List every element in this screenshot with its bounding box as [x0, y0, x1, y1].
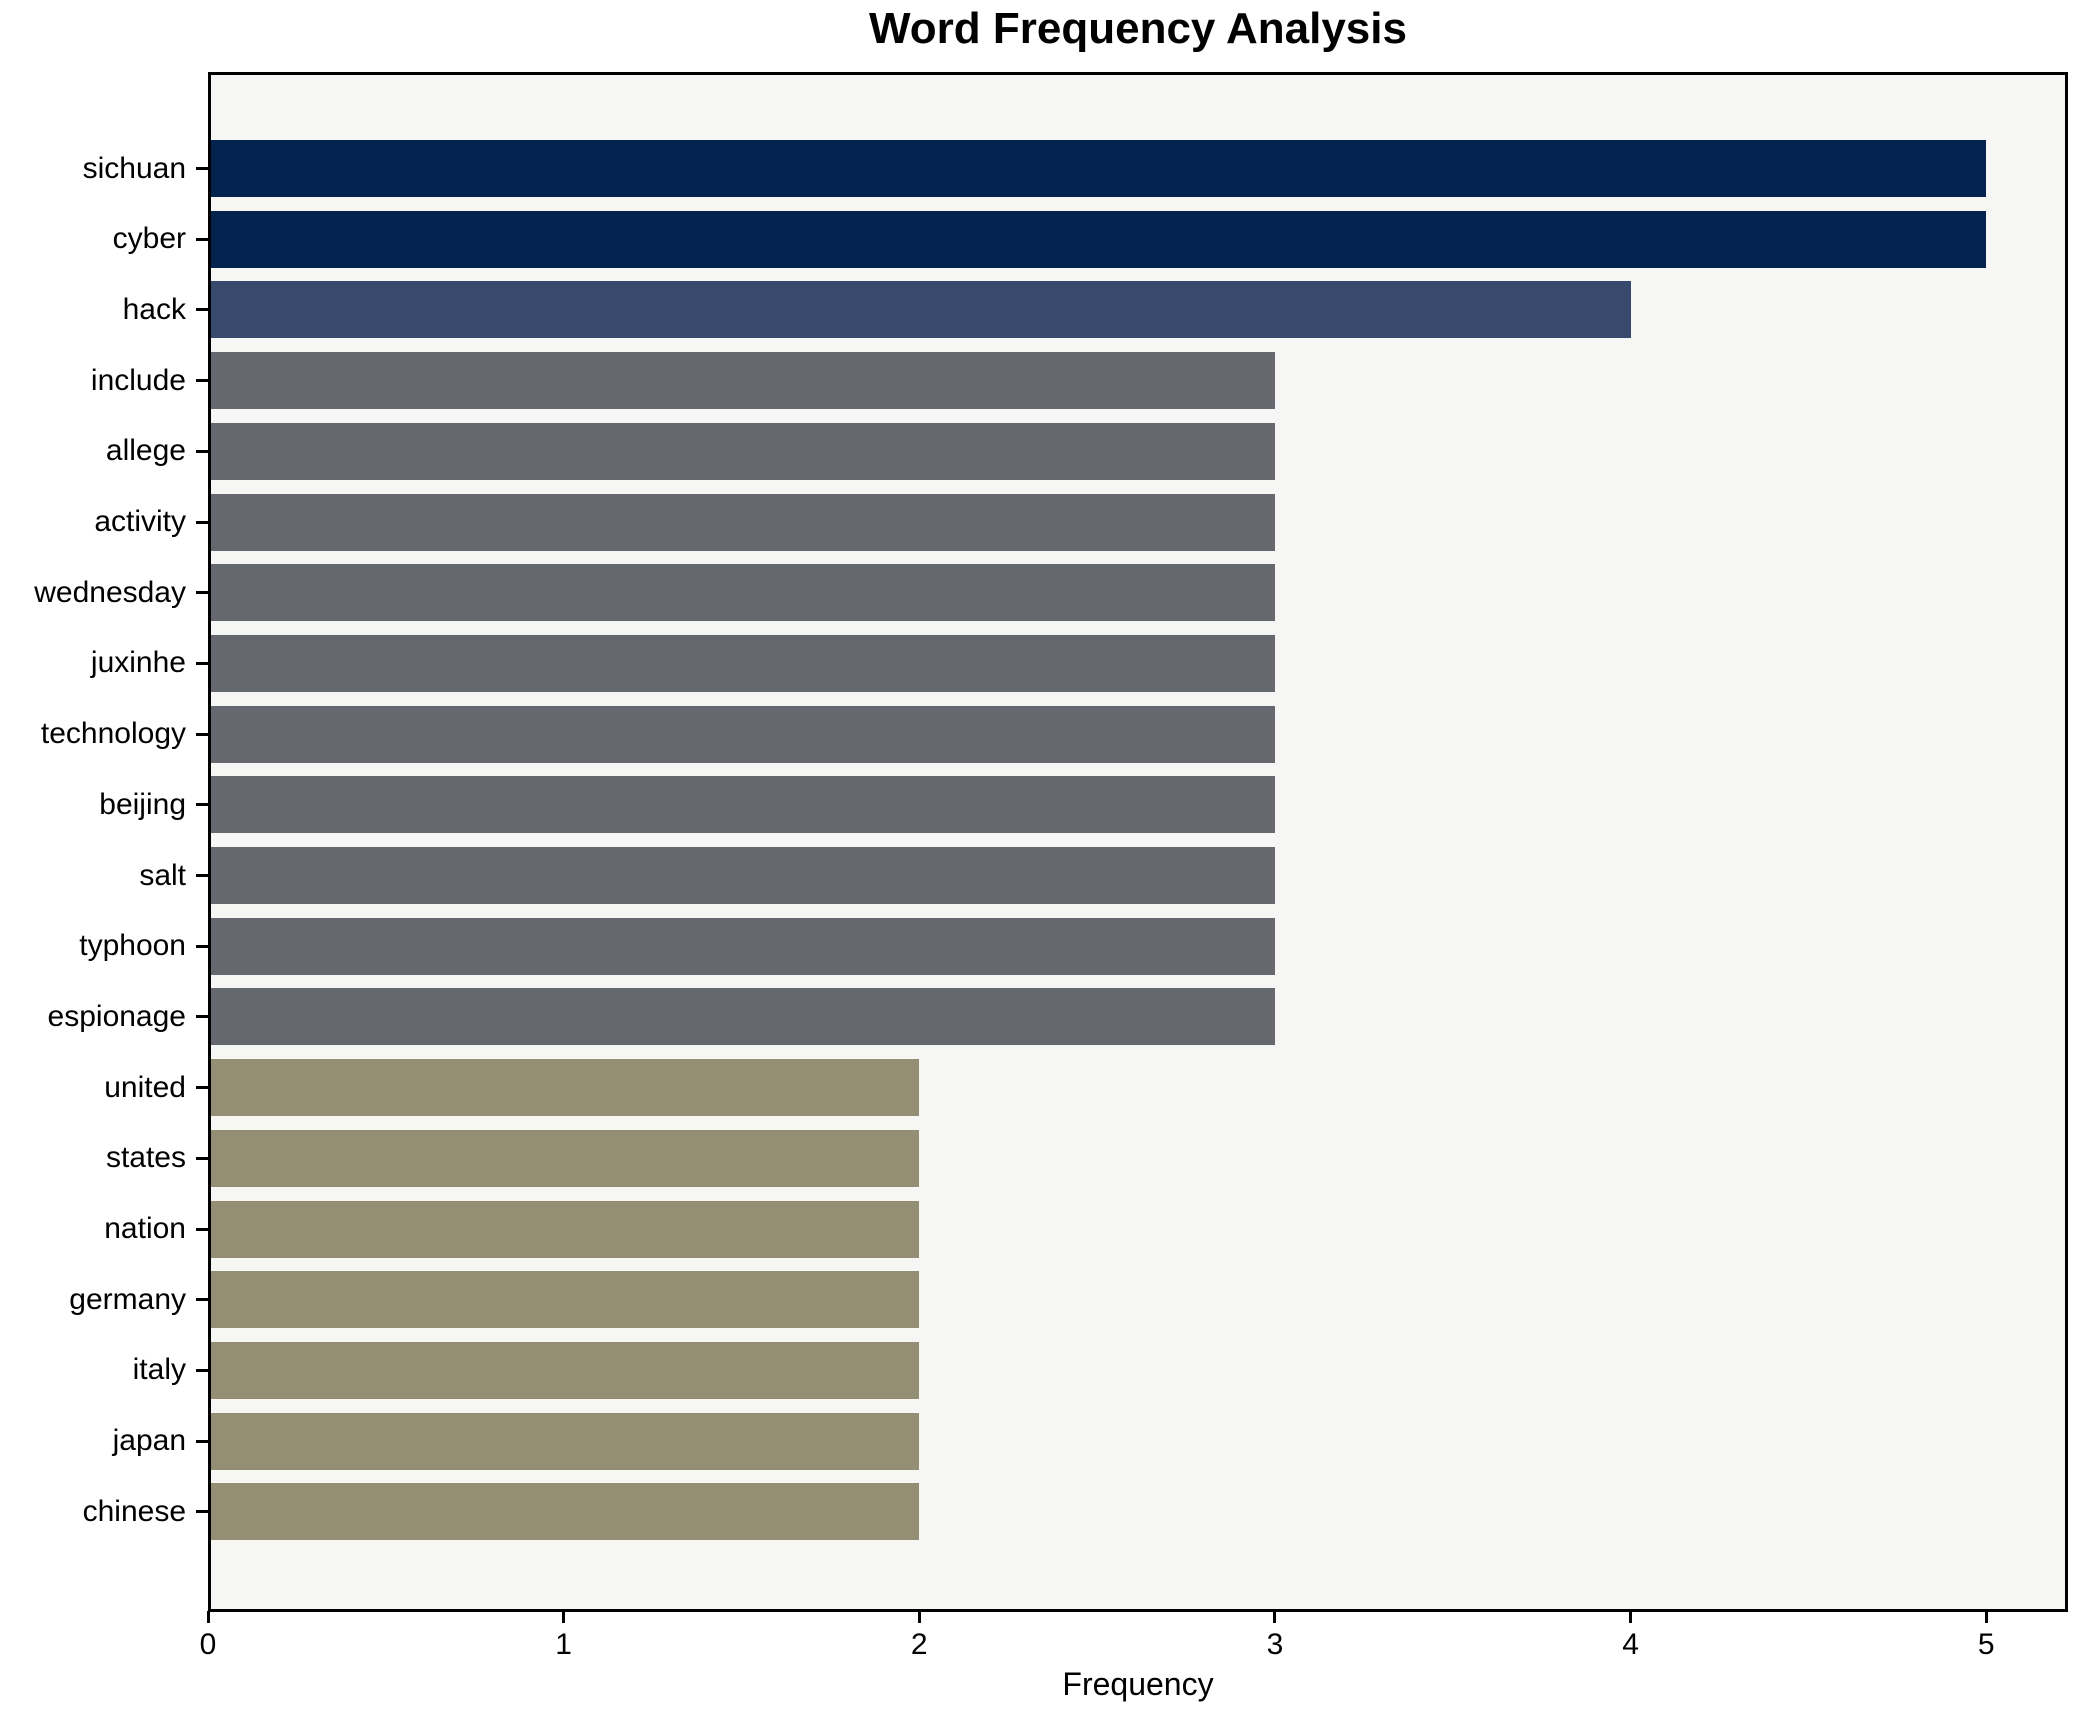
y-tick-label-espionage: espionage: [47, 999, 186, 1033]
x-axis-label: Frequency: [1062, 1666, 1214, 1702]
y-tick-mark: [196, 237, 208, 241]
bar-states: [211, 1129, 920, 1187]
y-tick-mark: [196, 803, 208, 807]
x-tick-label-3: 3: [1266, 1628, 1284, 1661]
y-tick-mark: [196, 379, 208, 383]
y-tick-mark: [196, 944, 208, 948]
bar-japan: [211, 1412, 920, 1470]
y-tick-mark: [196, 1439, 208, 1443]
y-tick-mark: [196, 661, 208, 665]
bar-espionage: [211, 988, 1275, 1046]
bar-beijing: [211, 776, 1275, 834]
y-tick-mark: [196, 308, 208, 312]
x-tick-mark: [917, 1611, 921, 1623]
bar-hack: [211, 281, 1631, 339]
y-tick-label-include: include: [90, 363, 186, 397]
y-tick-mark: [196, 1510, 208, 1514]
y-tick-label-states: states: [105, 1141, 186, 1175]
y-tick-mark: [196, 874, 208, 877]
x-tick-mark: [1984, 1611, 1988, 1623]
y-tick-mark: [196, 1015, 208, 1019]
y-tick-mark: [196, 520, 208, 524]
bar-allege: [211, 422, 1275, 480]
bar-salt: [211, 847, 1275, 904]
y-tick-label-italy: italy: [132, 1353, 186, 1387]
x-tick-mark: [1629, 1611, 1633, 1623]
y-tick-mark: [196, 591, 208, 595]
y-tick-label-chinese: chinese: [82, 1494, 186, 1528]
y-tick-label-united: united: [104, 1070, 186, 1104]
y-tick-label-sichuan: sichuan: [82, 151, 186, 185]
x-tick-mark: [562, 1611, 566, 1623]
bar-italy: [211, 1341, 920, 1399]
y-tick-label-typhoon: typhoon: [79, 929, 186, 963]
y-tick-label-cyber: cyber: [112, 222, 186, 256]
y-tick-label-wednesday: wednesday: [34, 575, 186, 609]
x-tick-label-2: 2: [910, 1628, 928, 1661]
bar-cyber: [211, 210, 1987, 268]
y-tick-mark: [196, 1368, 208, 1372]
bar-juxinhe: [211, 634, 1275, 692]
y-tick-mark: [196, 449, 208, 453]
bar-sichuan: [211, 140, 1987, 197]
chart-title: Word Frequency Analysis: [869, 4, 1407, 53]
plot-area: [208, 72, 2068, 1612]
y-tick-mark: [196, 1227, 208, 1231]
y-tick-label-salt: salt: [139, 858, 186, 892]
bar-wednesday: [211, 564, 1275, 622]
bar-nation: [211, 1200, 920, 1258]
y-tick-label-beijing: beijing: [99, 787, 186, 821]
bar-chinese: [211, 1483, 920, 1541]
bar-typhoon: [211, 917, 1275, 975]
x-tick-label-0: 0: [199, 1628, 217, 1661]
y-tick-mark: [196, 167, 208, 170]
bar-united: [211, 1059, 920, 1117]
bar-activity: [211, 493, 1275, 551]
y-tick-label-activity: activity: [94, 505, 186, 538]
y-tick-label-juxinhe: juxinhe: [90, 646, 186, 680]
y-tick-label-technology: technology: [40, 717, 186, 751]
y-tick-mark: [196, 732, 208, 736]
x-tick-label-4: 4: [1622, 1628, 1639, 1661]
x-tick-label-5: 5: [1977, 1628, 1995, 1661]
y-tick-mark: [196, 1086, 208, 1090]
x-tick-mark: [1273, 1611, 1277, 1623]
bar-germany: [211, 1271, 920, 1329]
y-tick-label-nation: nation: [104, 1212, 186, 1245]
y-tick-label-japan: japan: [112, 1424, 186, 1458]
y-tick-label-germany: germany: [69, 1282, 186, 1316]
x-tick-mark: [206, 1611, 210, 1623]
y-tick-mark: [196, 1298, 208, 1302]
y-tick-label-allege: allege: [105, 434, 186, 468]
x-tick-label-1: 1: [555, 1628, 572, 1661]
y-tick-label-hack: hack: [122, 292, 186, 326]
y-tick-mark: [196, 1156, 208, 1160]
bar-technology: [211, 705, 1275, 763]
bar-include: [211, 352, 1275, 410]
